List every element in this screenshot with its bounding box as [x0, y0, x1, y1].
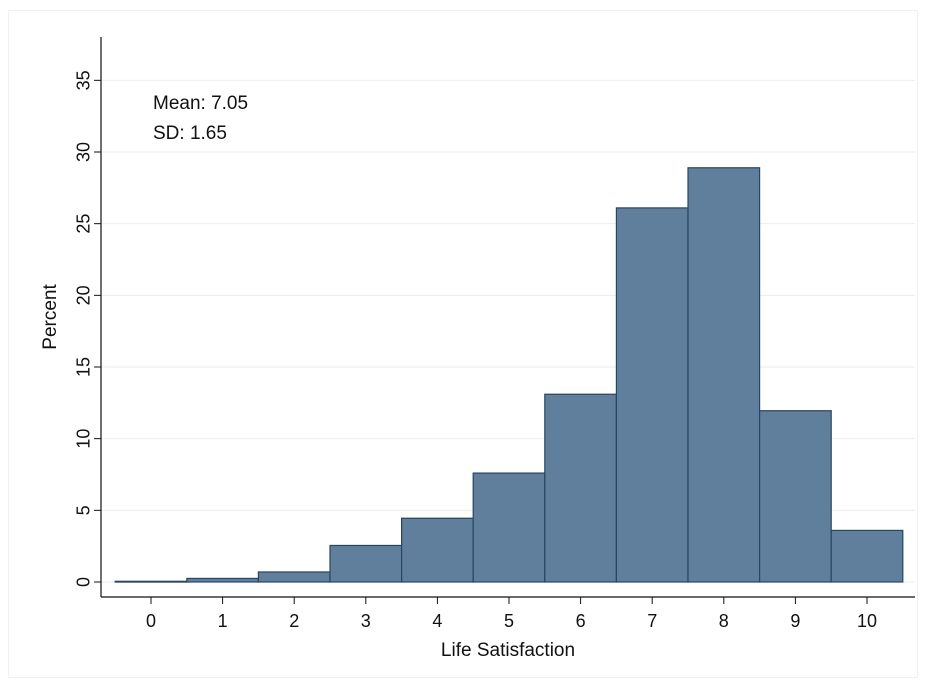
y-tick-label: 30 [73, 142, 93, 162]
y-tick-label: 20 [73, 285, 93, 305]
bar [544, 393, 617, 583]
y-tick-label: 35 [73, 70, 93, 90]
x-tick-label: 4 [432, 611, 442, 631]
x-tick-label: 7 [647, 611, 657, 631]
y-tick-label: 15 [73, 357, 93, 377]
y-axis-title: Percent [40, 284, 61, 350]
bar [687, 167, 761, 583]
y-tick-label: 0 [73, 577, 93, 587]
x-tick-label: 3 [361, 611, 371, 631]
axes [100, 37, 915, 598]
bar [615, 207, 689, 583]
x-tick-label: 1 [218, 611, 228, 631]
x-tick-label: 8 [719, 611, 729, 631]
y-tick-label: 25 [73, 214, 93, 234]
x-tick-label: 9 [790, 611, 800, 631]
bar [329, 544, 403, 583]
x-tick-label: 5 [504, 611, 514, 631]
bar [257, 571, 331, 583]
bar [186, 577, 260, 583]
bar [472, 472, 546, 583]
bar [830, 529, 904, 583]
x-tick-label: 10 [857, 611, 877, 631]
bar [114, 580, 188, 583]
y-tick-label: 10 [73, 429, 93, 449]
bar [401, 517, 474, 583]
bar [758, 410, 832, 583]
x-tick-label: 6 [576, 611, 586, 631]
mean-annotation: Mean: 7.05 [153, 93, 248, 114]
x-tick-label: 2 [289, 611, 299, 631]
x-ticks: 0 1 2 3 4 5 6 7 8 9 10 [146, 597, 877, 631]
y-ticks: 0 5 10 15 20 25 30 35 [73, 70, 101, 587]
bars [114, 167, 904, 583]
x-tick-label: 0 [146, 611, 156, 631]
y-tick-label: 5 [73, 505, 93, 515]
sd-annotation: SD: 1.65 [153, 123, 227, 144]
x-axis-title: Life Satisfaction [441, 640, 575, 661]
